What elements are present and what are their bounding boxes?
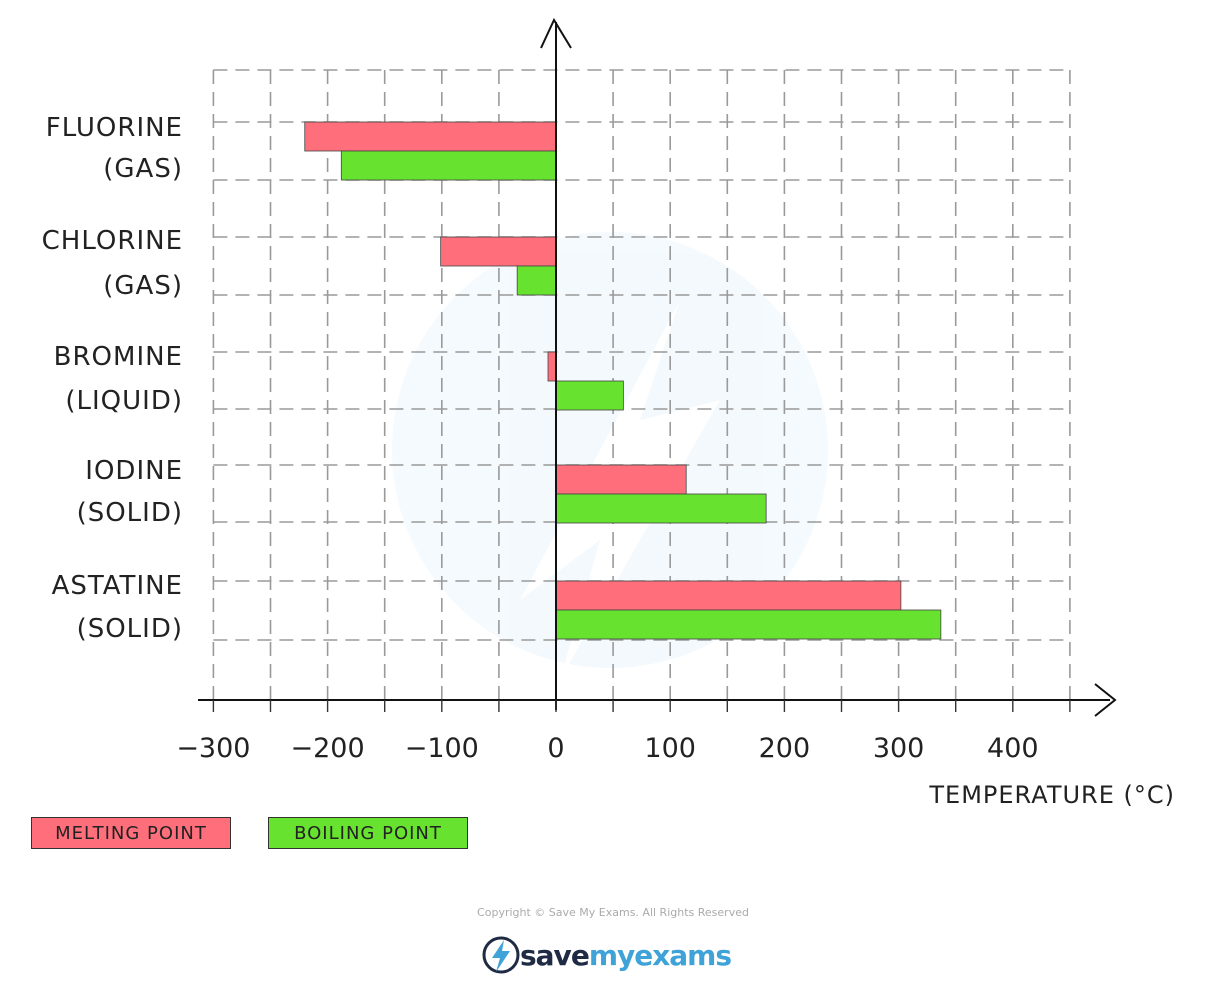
legend-boiling-point-label: BOILING POINT (294, 822, 442, 844)
x-tick-label: 0 (547, 733, 564, 764)
category-label-state: (SOLID) (77, 614, 183, 644)
category-label-element: CHLORINE (42, 226, 183, 256)
grid (212, 69, 1071, 700)
boiling-point-bar (555, 609, 942, 640)
axes (198, 17, 1117, 717)
melting-point-bar (555, 580, 902, 611)
boiling-point-bar (340, 150, 557, 181)
x-tick-label: 200 (759, 733, 811, 764)
x-tick-labels: −300 −200 −100 0 100 200 300 400 (176, 733, 1038, 764)
category-label-element: IODINE (85, 456, 183, 486)
y-axis-arrowhead (540, 17, 572, 49)
lightning-bolt-icon (482, 936, 520, 974)
x-tick-label: 300 (873, 733, 925, 764)
boiling-point-bar (516, 265, 557, 296)
melting-point-bar (304, 121, 557, 152)
category-label-element: ASTATINE (52, 571, 183, 601)
x-tick-label: −100 (405, 733, 479, 764)
brand-word-myexams: myexams (588, 938, 732, 972)
x-tick-label: 400 (987, 733, 1039, 764)
x-tick-label: −200 (291, 733, 365, 764)
x-tick-label: 100 (644, 733, 696, 764)
category-label-state: (GAS) (103, 154, 183, 184)
category-label-state: (LIQUID) (65, 386, 183, 416)
brand-wordmark: savemyexams (520, 938, 732, 972)
x-tick-label: −300 (176, 733, 250, 764)
melting-point-bar (440, 236, 557, 267)
brand-logo: savemyexams (482, 933, 732, 977)
category-label-element: FLUORINE (46, 113, 183, 143)
category-label-state: (GAS) (103, 271, 183, 301)
boiling-point-bar (555, 493, 767, 524)
category-labels: FLUORINE (GAS) CHLORINE (GAS) BROMINE (LIQUID… (42, 113, 183, 644)
bars (304, 121, 942, 640)
category-label-state: (SOLID) (77, 498, 183, 528)
brand-word-save: save (520, 938, 590, 972)
legend-boiling-point: BOILING POINT (268, 817, 468, 849)
legend-melting-point: MELTING POINT (31, 817, 231, 849)
x-axis-title: TEMPERATURE (°C) (928, 781, 1175, 809)
boiling-point-bar (555, 380, 624, 411)
legend-melting-point-label: MELTING POINT (55, 822, 207, 844)
x-axis-arrowhead (1094, 683, 1117, 717)
category-label-element: BROMINE (54, 342, 183, 372)
copyright-notice: Copyright © Save My Exams. All Rights Re… (477, 906, 749, 919)
melting-point-bar (547, 351, 557, 382)
melting-point-bar (555, 464, 687, 495)
